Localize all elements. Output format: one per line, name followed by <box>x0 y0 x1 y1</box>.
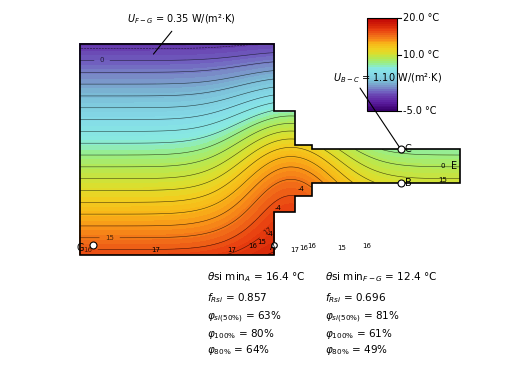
Text: $\theta$si min$_A$ = 16.4 °C: $\theta$si min$_A$ = 16.4 °C <box>206 270 305 284</box>
Text: 16: 16 <box>362 243 371 249</box>
Text: $\varphi_{100\%}$ = 80%: $\varphi_{100\%}$ = 80% <box>206 327 274 340</box>
Text: $U_{B-C}$ = 1.10 W/(m²·K): $U_{B-C}$ = 1.10 W/(m²·K) <box>332 72 441 85</box>
Text: 0: 0 <box>440 163 444 169</box>
Text: $\varphi_{100\%}$ = 61%: $\varphi_{100\%}$ = 61% <box>324 327 392 340</box>
Text: $\varphi_{80\%}$ = 64%: $\varphi_{80\%}$ = 64% <box>206 343 269 357</box>
Text: -4: -4 <box>274 205 281 211</box>
Text: 17: 17 <box>227 248 236 253</box>
Text: B: B <box>404 178 411 188</box>
Text: 17: 17 <box>262 226 273 236</box>
Text: $\varphi_{80\%}$ = 49%: $\varphi_{80\%}$ = 49% <box>324 343 387 357</box>
Text: A: A <box>269 243 275 252</box>
Text: -4: -4 <box>297 186 304 192</box>
Text: 16: 16 <box>83 246 92 253</box>
Text: $\varphi_{si(50\%)}$ = 63%: $\varphi_{si(50\%)}$ = 63% <box>206 310 280 325</box>
Text: $f_{Rsi}$ = 0.696: $f_{Rsi}$ = 0.696 <box>324 291 385 305</box>
Text: $f_{Rsi}$ = 0.857: $f_{Rsi}$ = 0.857 <box>206 291 266 305</box>
Text: 0: 0 <box>99 57 104 64</box>
Text: 10.0 °C: 10.0 °C <box>402 50 438 60</box>
Text: 17: 17 <box>290 248 299 253</box>
Text: 15: 15 <box>257 239 265 245</box>
Text: -4: -4 <box>266 231 273 236</box>
Text: 16: 16 <box>248 243 257 249</box>
Text: 16: 16 <box>298 245 308 251</box>
Text: $\varphi_{si(50\%)}$ = 81%: $\varphi_{si(50\%)}$ = 81% <box>324 310 398 325</box>
Bar <box>366 18 396 111</box>
Text: C: C <box>404 144 411 154</box>
Text: 20.0 °C: 20.0 °C <box>402 13 438 23</box>
Text: 17: 17 <box>151 248 160 253</box>
Text: G: G <box>77 243 84 253</box>
Text: $\theta$si min$_{F-G}$ = 12.4 °C: $\theta$si min$_{F-G}$ = 12.4 °C <box>324 270 436 284</box>
Text: 15: 15 <box>336 245 345 251</box>
Text: 16: 16 <box>307 243 316 249</box>
Text: $U_{F-G}$ = 0.35 W/(m²·K): $U_{F-G}$ = 0.35 W/(m²·K) <box>127 13 235 54</box>
Text: 15: 15 <box>438 177 446 184</box>
Text: -5.0 °C: -5.0 °C <box>402 106 436 116</box>
Text: 15: 15 <box>105 235 114 241</box>
Text: E: E <box>450 161 457 171</box>
